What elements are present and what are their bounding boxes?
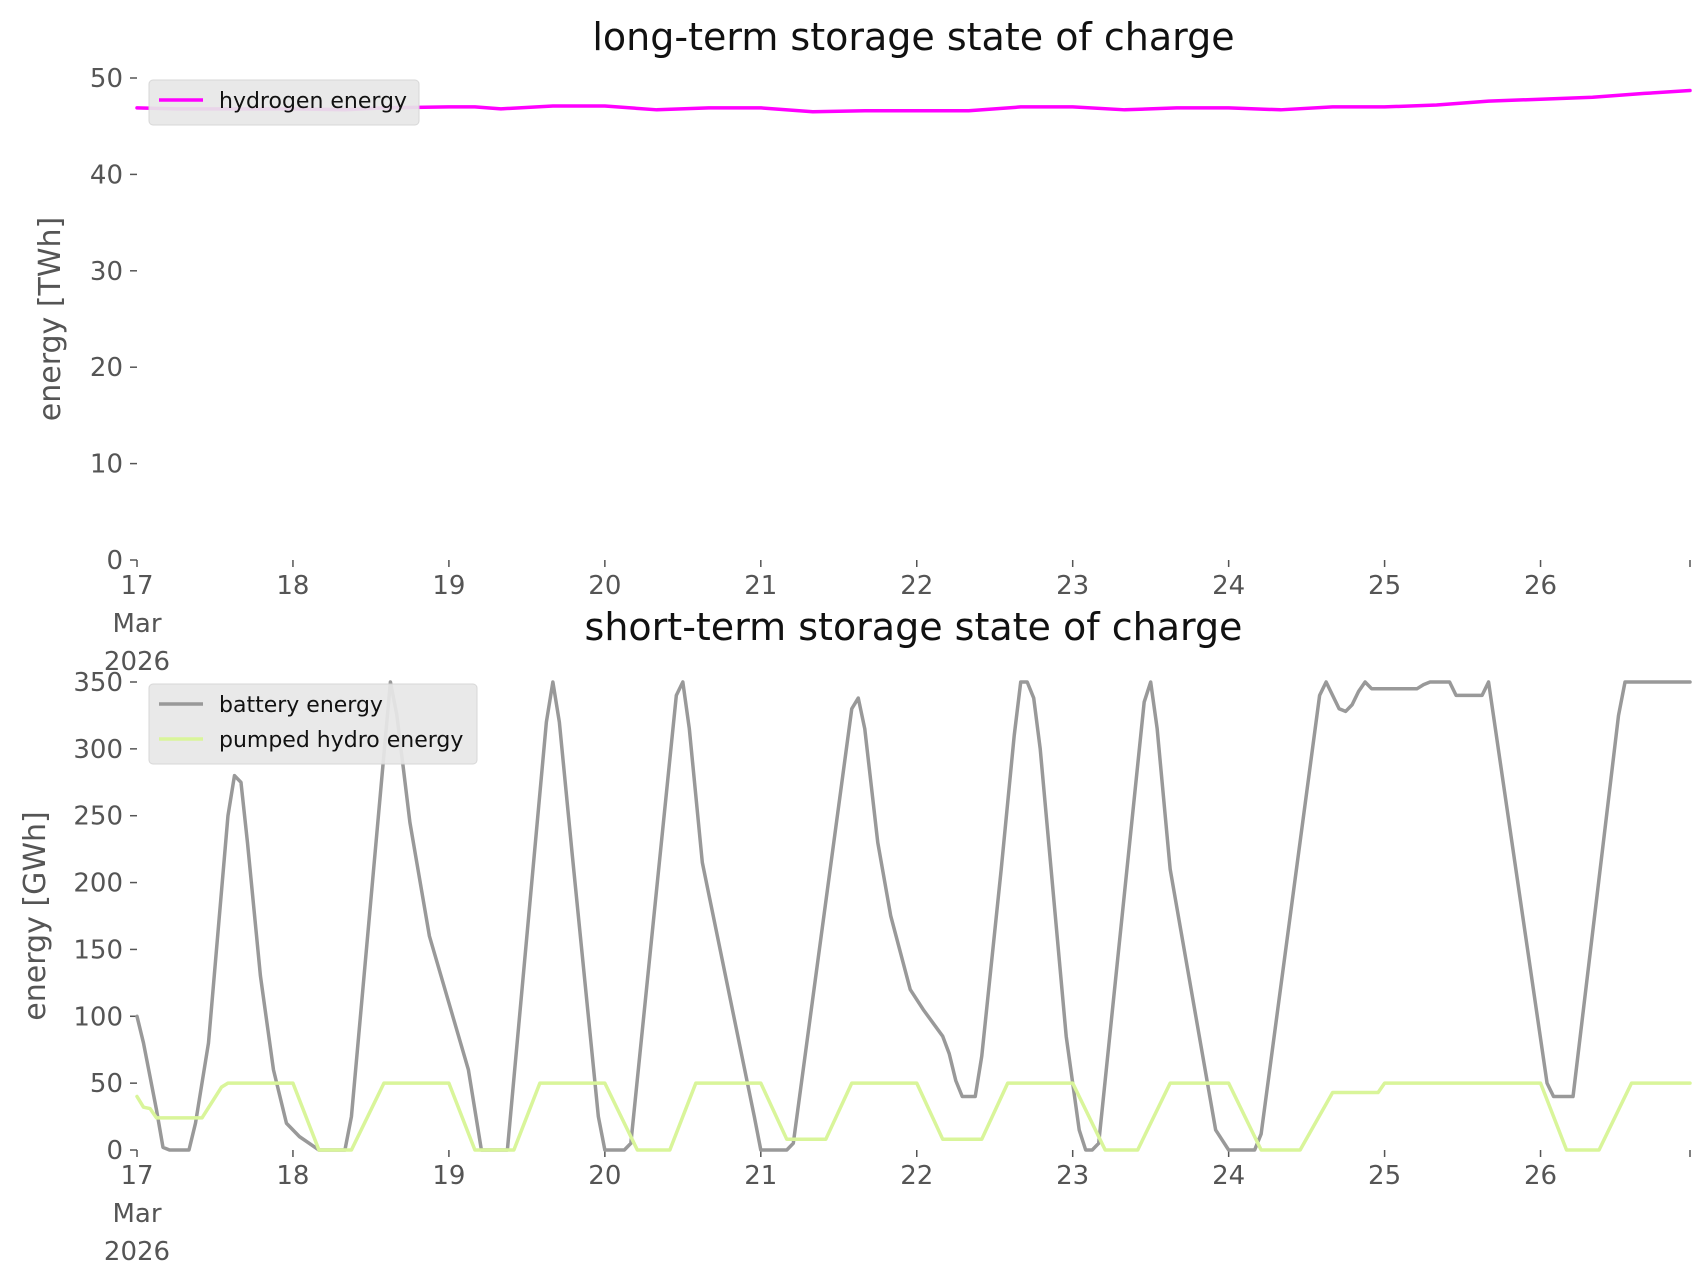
legend-label: battery energy [219, 693, 383, 718]
y-tick-label: 0 [106, 1136, 123, 1166]
x-tick-label: 2026 [104, 1237, 170, 1267]
x-tick-label: 18 [276, 571, 309, 601]
x-tick-label: 20 [588, 1161, 621, 1191]
y-tick-label: 30 [90, 257, 123, 287]
x-tick-label: 23 [1056, 1161, 1089, 1191]
x-tick-label: 20 [588, 571, 621, 601]
y-tick-label: 150 [73, 935, 123, 965]
series-line-pumped-hydro-energy [135, 1081, 1692, 1152]
y-tick-label: 50 [90, 1069, 123, 1099]
y-tick-label: 250 [73, 802, 123, 832]
y-tick-label: 350 [73, 668, 123, 698]
y-tick-label: 200 [73, 869, 123, 899]
legend-label: hydrogen energy [219, 89, 407, 114]
series-line-battery-energy [135, 680, 1692, 1152]
x-tick-label: 17 [120, 1161, 153, 1191]
x-tick-label: 23 [1056, 571, 1089, 601]
y-axis-label: energy [TWh] [33, 217, 68, 421]
x-tick-label: 24 [1212, 571, 1245, 601]
chart-short-term: short-term storage state of charge energy… [18, 605, 1692, 1267]
x-tick-label: 22 [900, 1161, 933, 1191]
legend-box [148, 683, 478, 765]
legend-label: pumped hydro energy [219, 728, 463, 753]
y-tick-label: 100 [73, 1002, 123, 1032]
chart-long-term: long-term storage state of charge energy … [33, 15, 1692, 677]
x-tick-label: Mar [112, 1199, 161, 1229]
x-tick-label: 2026 [104, 647, 170, 677]
x-tick-label: 26 [1524, 571, 1557, 601]
x-tick-label: 26 [1524, 1161, 1557, 1191]
y-tick-label: 50 [90, 64, 123, 94]
y-tick-label: 10 [90, 450, 123, 480]
x-tick-label: 22 [900, 571, 933, 601]
chart-title: short-term storage state of charge [585, 605, 1243, 649]
x-tick-label: 21 [744, 1161, 777, 1191]
x-tick-label: 17 [120, 571, 153, 601]
x-tick-label: 19 [432, 1161, 465, 1191]
y-tick-label: 0 [106, 546, 123, 576]
y-tick-label: 40 [90, 160, 123, 190]
x-tick-label: 18 [276, 1161, 309, 1191]
x-tick-label: 19 [432, 571, 465, 601]
x-tick-label: 25 [1368, 571, 1401, 601]
y-tick-label: 20 [90, 353, 123, 383]
x-tick-label: 24 [1212, 1161, 1245, 1191]
y-axis-label: energy [GWh] [18, 811, 53, 1020]
chart-title: long-term storage state of charge [592, 15, 1234, 59]
legend-box [148, 79, 420, 126]
x-tick-label: 25 [1368, 1161, 1401, 1191]
y-tick-label: 300 [73, 735, 123, 765]
x-tick-label: 21 [744, 571, 777, 601]
x-tick-label: Mar [112, 609, 161, 639]
